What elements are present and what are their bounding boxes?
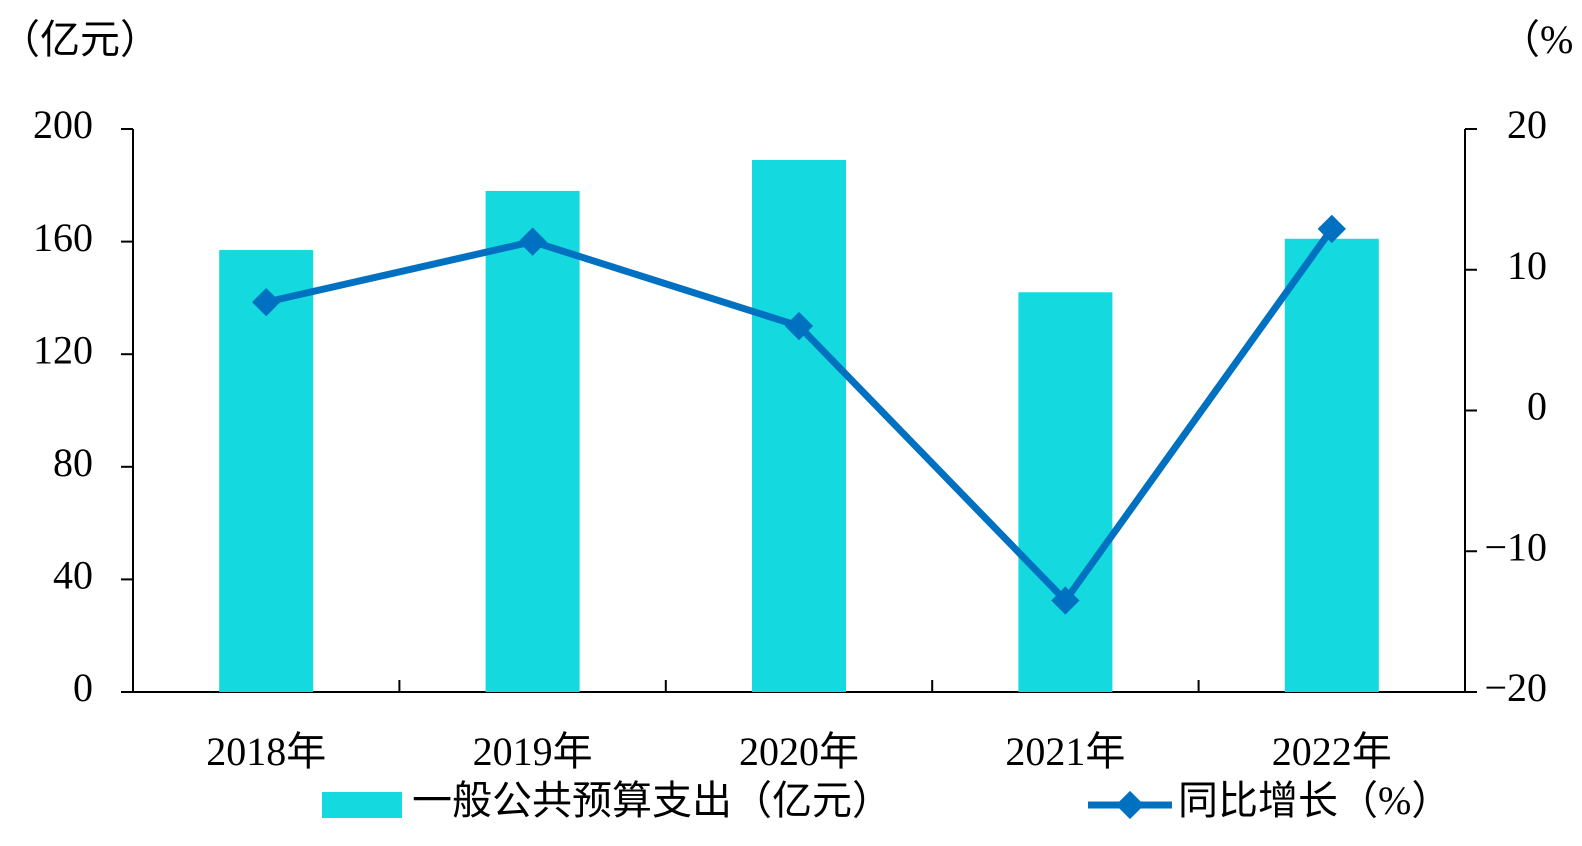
- bar: [485, 190, 580, 692]
- y2-tick-label: 20: [1507, 102, 1547, 147]
- marker: [252, 287, 281, 317]
- legend-label: 一般公共预算支出（亿元）: [412, 778, 892, 823]
- y2-unit-label: （%: [1500, 17, 1573, 62]
- y-tick-label: 200: [33, 102, 93, 147]
- y2-tick-label: −20: [1484, 665, 1547, 710]
- y-tick-label: 40: [53, 553, 93, 598]
- bar: [1018, 292, 1113, 692]
- y-unit-label: （亿元）: [0, 17, 160, 62]
- y-tick-label: 160: [33, 215, 93, 260]
- marker: [1051, 586, 1080, 615]
- y2-tick-label: 0: [1527, 384, 1547, 429]
- legend-swatch: [322, 792, 402, 818]
- y-tick-label: 80: [53, 440, 93, 485]
- y-tick-label: 0: [73, 665, 93, 710]
- bar: [1284, 238, 1379, 692]
- bar: [219, 250, 314, 693]
- x-tick-label: 2020年: [739, 729, 859, 774]
- marker: [1317, 214, 1346, 244]
- x-tick-label: 2018年: [206, 729, 326, 774]
- x-tick-label: 2019年: [473, 729, 593, 774]
- y2-tick-label: −10: [1484, 524, 1547, 569]
- bar: [752, 159, 846, 693]
- x-tick-label: 2022年: [1272, 729, 1392, 774]
- marker: [518, 227, 547, 256]
- legend-label: 同比增长（%）: [1178, 778, 1451, 823]
- x-tick-label: 2021年: [1005, 729, 1125, 774]
- y2-tick-label: 10: [1507, 243, 1547, 288]
- marker: [784, 311, 814, 341]
- y-tick-label: 120: [33, 327, 93, 372]
- legend-swatch: [1115, 790, 1145, 820]
